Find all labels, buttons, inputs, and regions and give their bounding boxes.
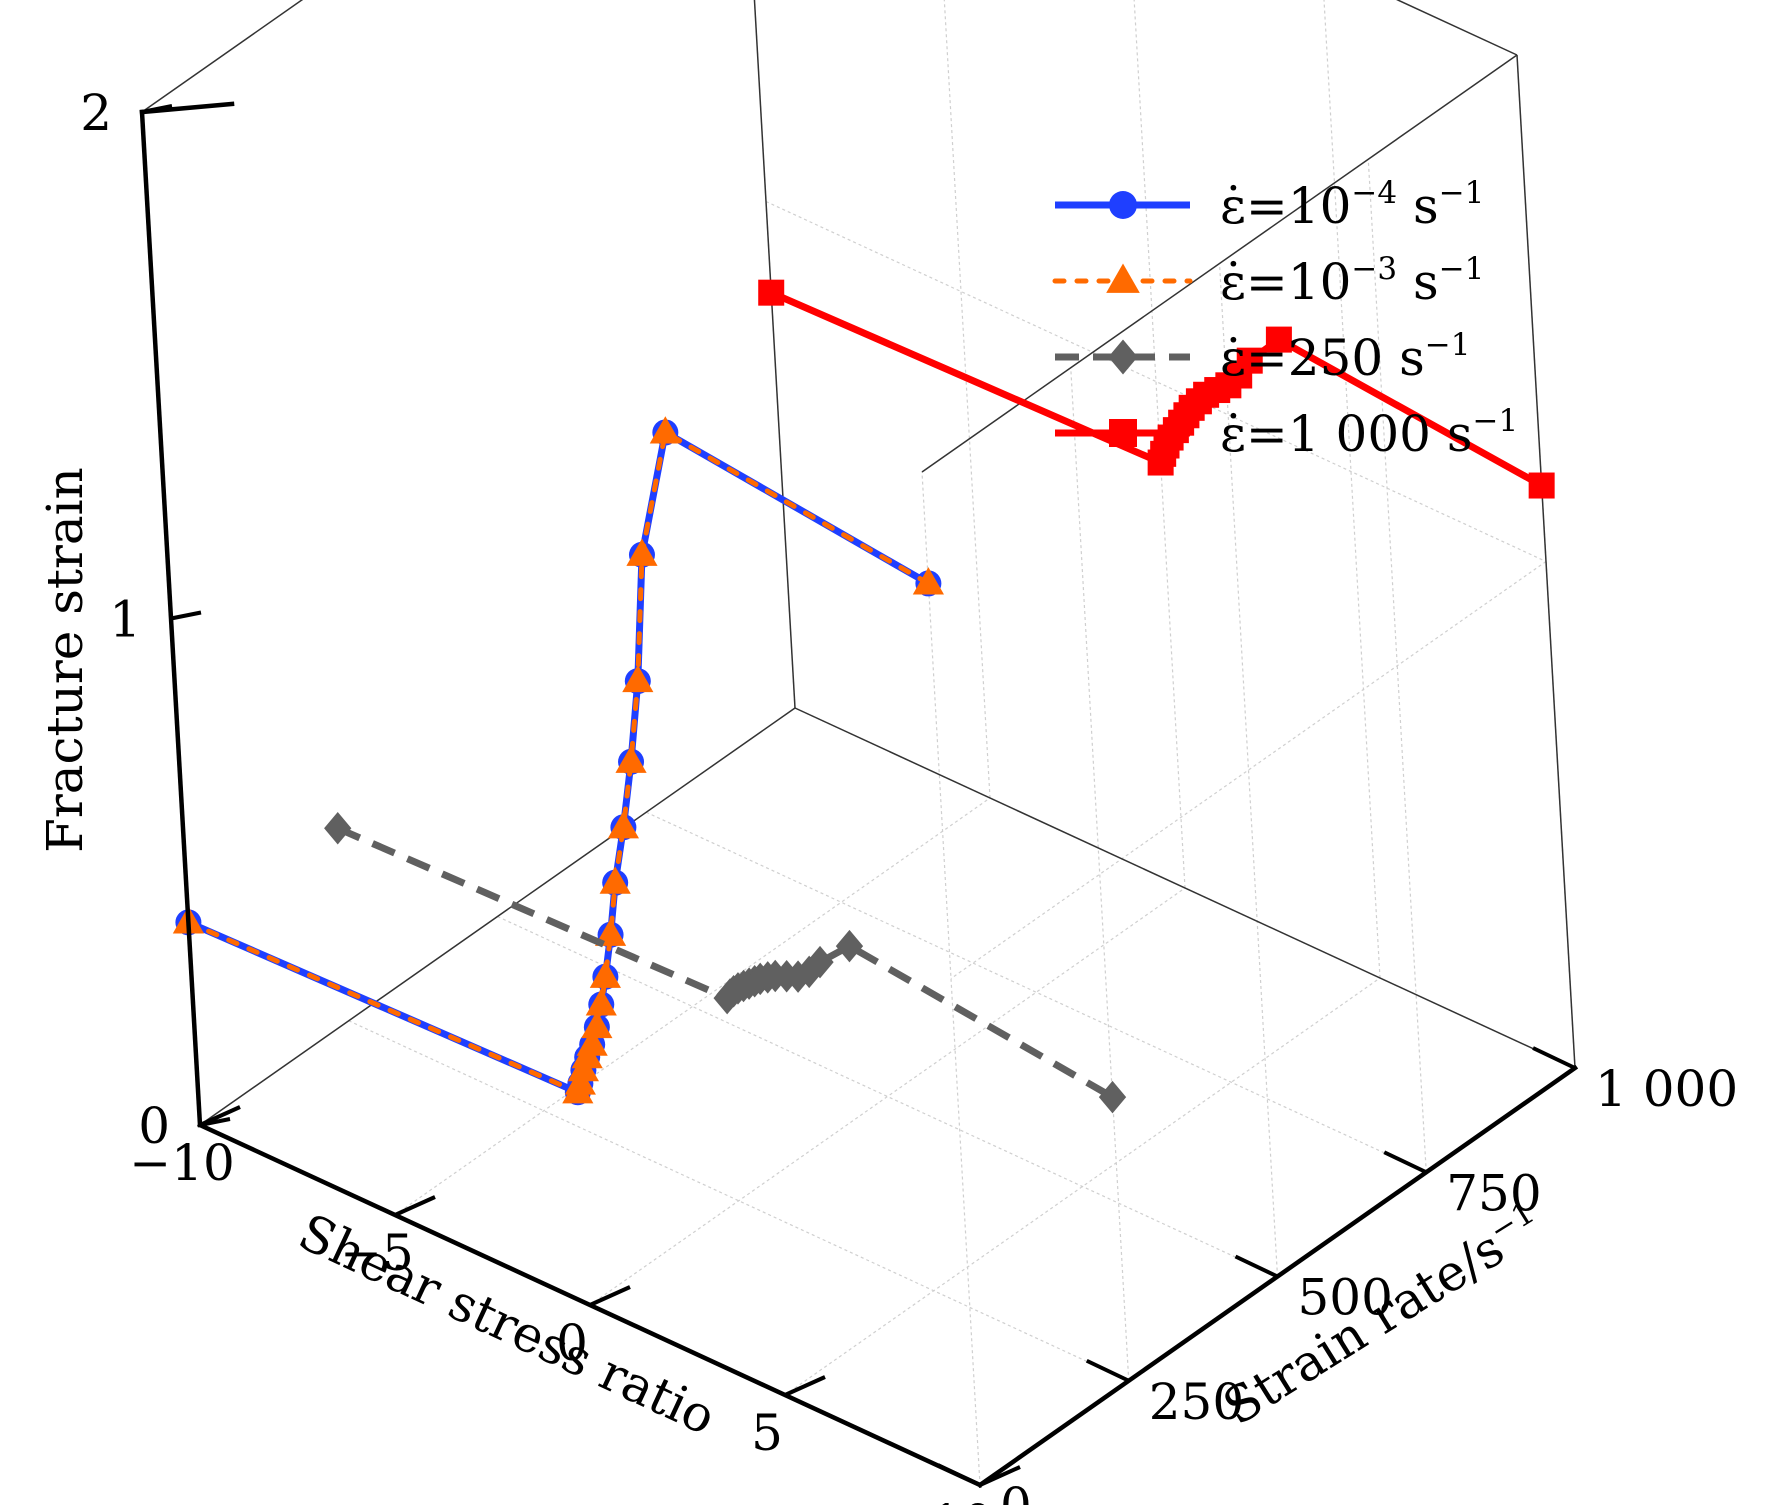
data-point-2-8: [585, 988, 617, 1016]
data-point-4-17: [1528, 472, 1555, 499]
data-point-2-6: [576, 1028, 608, 1056]
grid-line-wall-y: [921, 471, 981, 1486]
y-tick-label: 0: [1000, 1477, 1032, 1505]
data-point-3-16: [835, 929, 864, 963]
data-point-3-15: [806, 945, 834, 979]
box-edge: [1396, 0, 1518, 56]
x-tick: [589, 1285, 631, 1307]
box-edge: [141, 0, 304, 113]
legend-item-1: ε̇=10−4 s−1: [1055, 175, 1484, 235]
legend-label: ε̇=250 s−1: [1220, 327, 1471, 387]
data-point-2-12: [607, 811, 640, 839]
data-point-2-14: [622, 664, 654, 693]
x-axis-title: Shear stress ratio: [290, 1203, 724, 1447]
legend-item-4: ε̇=1 000 s−1: [1055, 403, 1518, 463]
data-point-2-15: [626, 538, 658, 566]
grid-line-wall-x: [1323, 0, 1381, 979]
grid-line-floor-y: [645, 811, 1427, 1173]
legend: ε̇=10−4 s−1 ε̇=10−3 s−1 ε̇=250 s−1 ε̇=1 000…: [1052, 175, 1518, 463]
x-tick-label: 0: [556, 1314, 588, 1372]
series-group: [172, 279, 1555, 1114]
grid-line-wall-x: [943, 0, 991, 799]
data-point-2-17: [912, 567, 944, 595]
x-tick: [394, 1195, 436, 1217]
legend-marker: [1108, 339, 1138, 375]
x-tick-label: 10: [930, 1494, 994, 1505]
axes: [139, 101, 1579, 1489]
data-point-2-13: [615, 745, 647, 773]
y-tick: [1383, 1150, 1428, 1175]
z-tick: [170, 610, 202, 621]
series-line-3: [336, 825, 1115, 1101]
grid-line-wall-x: [753, 0, 796, 709]
y-tick: [1085, 1358, 1130, 1383]
grid-line-wall-y: [1218, 263, 1279, 1277]
grid-line-wall-z: [765, 200, 1547, 563]
series-line-2: [185, 429, 931, 1095]
legend-marker: [1109, 419, 1137, 447]
grid-line-floor-x: [784, 977, 1381, 1396]
data-point-4-16: [1265, 326, 1292, 353]
x-tick-label: 5: [751, 1404, 783, 1462]
grid-line-floor-x: [589, 887, 1186, 1306]
grid-line-wall-x: [1133, 0, 1186, 889]
y-tick-label: 750: [1446, 1164, 1541, 1222]
box-edge: [753, 0, 796, 709]
x-tick-label: −10: [129, 1134, 235, 1192]
legend-label: ε̇=10−4 s−1: [1220, 175, 1484, 235]
z-axis-title: Fracture strain: [36, 467, 94, 853]
legend-marker: [1109, 191, 1137, 219]
data-point-4-1: [758, 279, 785, 306]
grid-line-wall-y: [1070, 367, 1130, 1381]
tick-labels: 0 1 2 −10 −5 0 5 10 0 250 500 750 1 000: [80, 84, 1738, 1505]
box-edge: [1516, 54, 1576, 1069]
data-point-2-7: [581, 1010, 613, 1039]
data-point-3-1: [324, 812, 352, 845]
data-point-2-10: [594, 918, 627, 946]
grid-line-floor-y: [497, 915, 1278, 1278]
y-tick: [1234, 1254, 1279, 1279]
legend-item-2: ε̇=10−3 s−1: [1052, 251, 1484, 311]
legend-label: ε̇=10−3 s−1: [1220, 251, 1484, 311]
data-point-2-11: [599, 866, 631, 894]
y-tick: [1532, 1046, 1576, 1070]
data-point-2-9: [589, 960, 621, 988]
grid-line-wall-z: [1396, 0, 1518, 56]
x-tick: [784, 1375, 826, 1397]
box-edge: [199, 707, 796, 1126]
z-tick: [141, 104, 173, 114]
z-tick-label: 0: [138, 1097, 170, 1155]
y-axis-title: Strain rate/s−1: [1213, 1195, 1552, 1437]
y-tick-label: 1 000: [1595, 1060, 1738, 1118]
z-tick-label: 2: [80, 84, 112, 142]
grid-line-wall-z: [950, 561, 1547, 979]
y-tick-label: 250: [1149, 1373, 1244, 1431]
data-point-2-16: [649, 416, 681, 444]
data-point-3-17: [1098, 1080, 1127, 1114]
x-tick: [199, 1105, 241, 1127]
legend-label: ε̇=1 000 s−1: [1220, 403, 1518, 463]
x-tick: [979, 1465, 1021, 1487]
legend-marker: [1106, 263, 1140, 293]
grid-line-floor-y: [348, 1020, 1130, 1382]
z-tick-label: 1: [109, 591, 141, 649]
data-point-4-15: [1236, 347, 1263, 374]
x-tick-label: −5: [340, 1224, 414, 1282]
y-tick-label: 500: [1298, 1269, 1393, 1327]
grid-line-floor-x: [394, 797, 991, 1216]
y-tick: [937, 1463, 981, 1487]
legend-item-3: ε̇=250 s−1: [1055, 327, 1471, 387]
y-axis-title-main: Strain rate/s: [1213, 1219, 1513, 1437]
grid-line-wall-y: [1367, 159, 1427, 1173]
box-edge: [794, 707, 1576, 1069]
series-line-1: [187, 428, 931, 1096]
